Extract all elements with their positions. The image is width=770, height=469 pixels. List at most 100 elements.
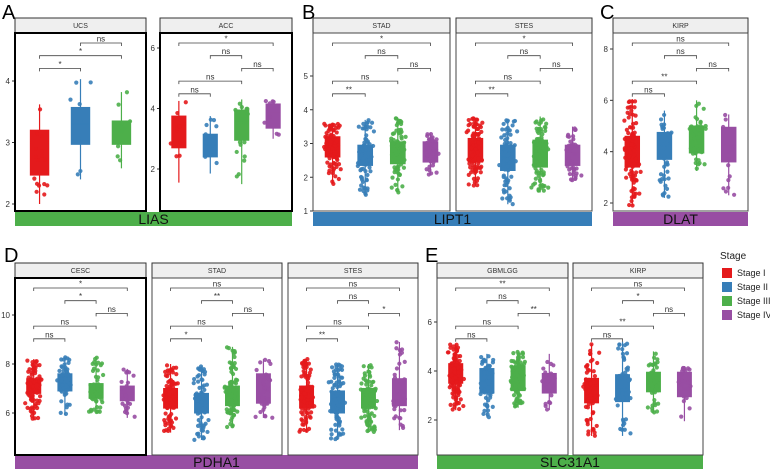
data-point — [453, 375, 458, 380]
data-point — [500, 196, 505, 201]
data-point — [592, 430, 597, 435]
y-tick-label: 2 — [6, 200, 11, 209]
data-point — [309, 410, 314, 415]
gene-label: SLC31A1 — [540, 454, 600, 469]
data-point — [699, 130, 704, 135]
comparison-bracket — [170, 325, 233, 330]
data-point — [37, 394, 43, 399]
data-point — [368, 125, 373, 130]
data-point — [511, 351, 516, 356]
significance-label: ** — [214, 292, 220, 301]
data-point — [567, 171, 572, 177]
data-point — [301, 369, 306, 374]
data-point — [330, 403, 336, 408]
box-stage-1 — [622, 99, 643, 208]
significance-label: ** — [319, 330, 325, 339]
data-point — [589, 399, 594, 404]
data-point — [395, 170, 400, 175]
data-point — [334, 412, 339, 418]
data-point — [484, 403, 490, 408]
data-point — [331, 181, 336, 186]
data-point — [174, 372, 179, 377]
significance-label: ns — [244, 305, 252, 314]
data-point — [329, 427, 334, 432]
box-stage-3 — [233, 99, 250, 185]
data-point — [486, 415, 491, 420]
data-point — [161, 428, 167, 433]
data-point — [338, 408, 343, 414]
data-point — [630, 125, 636, 130]
data-point — [629, 104, 634, 109]
box-stage-3 — [358, 363, 380, 434]
data-point — [167, 414, 172, 419]
data-point — [451, 392, 457, 397]
data-point — [97, 409, 102, 414]
data-point — [723, 112, 728, 118]
box-stage-2 — [202, 116, 219, 174]
data-point — [34, 189, 39, 194]
data-point — [570, 178, 575, 183]
data-point — [242, 140, 247, 145]
data-point — [29, 377, 34, 382]
data-point — [592, 374, 598, 379]
box-stage-1 — [297, 357, 317, 434]
box-stage-4 — [391, 340, 407, 431]
data-point — [325, 160, 330, 165]
comparison-bracket — [696, 68, 730, 72]
data-point — [241, 117, 247, 122]
data-point — [665, 131, 670, 136]
data-point — [510, 123, 515, 128]
data-point — [583, 377, 589, 382]
data-point — [515, 357, 521, 362]
legend-label: Stage II — [737, 282, 768, 292]
comparison-bracket — [332, 93, 366, 97]
significance-label: ns — [498, 292, 506, 301]
data-point — [424, 167, 429, 172]
data-point — [222, 385, 227, 390]
box-stage-4 — [262, 98, 281, 139]
y-tick-label: 5 — [304, 72, 309, 81]
data-point — [688, 384, 693, 389]
facet-B-stad: STAD 1 2 3 4 5 ** ns ns ns * — [304, 17, 451, 216]
data-point — [653, 351, 658, 356]
data-point — [473, 156, 478, 162]
data-point — [245, 111, 250, 117]
facet-strip-label: ACC — [219, 23, 234, 30]
data-point — [632, 161, 637, 167]
data-point — [679, 372, 684, 378]
data-point — [267, 378, 273, 383]
comparison-bracket — [653, 313, 685, 317]
data-point — [652, 380, 657, 385]
data-point — [95, 368, 100, 373]
data-point — [622, 147, 627, 152]
data-point — [509, 148, 514, 153]
data-point — [233, 381, 239, 386]
data-point — [358, 168, 363, 173]
data-point — [306, 376, 311, 381]
data-point — [501, 173, 506, 178]
data-point — [195, 423, 201, 428]
plot-frame — [436, 277, 569, 456]
significance-label: ** — [619, 318, 625, 327]
data-point — [702, 162, 707, 167]
y-tick-label: 2 — [304, 173, 309, 182]
significance-label: ns — [483, 318, 491, 327]
data-point — [518, 385, 523, 391]
data-point — [361, 185, 366, 190]
data-point — [476, 156, 481, 161]
gene-label: LIAS — [138, 211, 168, 227]
data-point — [119, 379, 124, 385]
comparison-bracket — [397, 68, 431, 72]
data-point — [543, 147, 549, 152]
data-point — [363, 397, 368, 402]
data-point — [650, 406, 655, 411]
box-stage-4 — [119, 367, 137, 419]
comparison-bracket — [170, 338, 202, 342]
data-point — [588, 381, 593, 386]
data-point — [242, 154, 247, 159]
data-point — [535, 129, 540, 134]
y-tick-label: 1 — [304, 207, 309, 216]
legend-label: Stage I — [737, 268, 766, 278]
legend-item-stage-4: Stage IV — [722, 310, 770, 320]
gene-label: LIPT1 — [434, 211, 472, 227]
